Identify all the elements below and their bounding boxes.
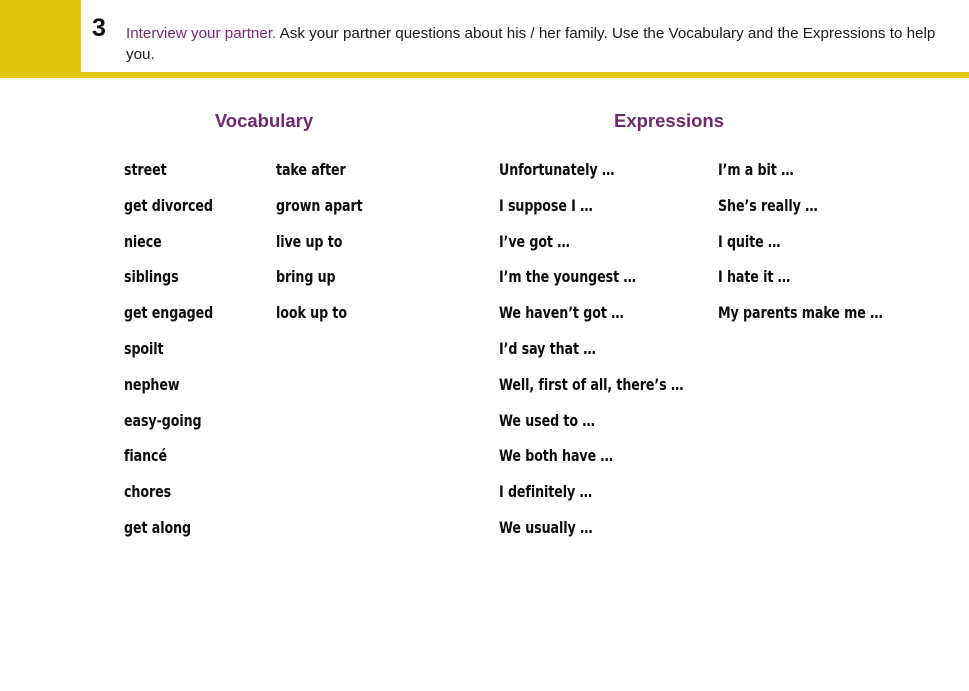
list-item: I’m a bit … [718, 160, 794, 179]
list-item: I’d say that … [499, 338, 596, 358]
list-item: get engaged [124, 303, 214, 323]
yellow-horizontal-rule [0, 72, 969, 78]
list-item: We haven’t got … [499, 303, 624, 323]
list-item: look up to [276, 303, 347, 323]
list-item: grown apart [276, 195, 363, 215]
list-item: I’ve got … [499, 231, 570, 251]
list-item: live up to [276, 231, 343, 251]
list-item: siblings [124, 267, 179, 287]
list-item: My parents make me … [718, 303, 883, 323]
list-item: spoilt [124, 338, 164, 358]
list-item: I quite … [718, 231, 781, 251]
list-item: She’s really … [718, 195, 818, 215]
list-item: fiancé [124, 446, 167, 466]
instruction-lead-text: Interview your partner. [126, 25, 277, 42]
list-item: nephew [124, 374, 180, 394]
list-item: get along [124, 517, 192, 537]
expressions-column-2: I’m a bit … She’s really … I quite … I hate… [718, 152, 905, 331]
list-item: niece [124, 231, 162, 251]
vocabulary-column-2: take after grown apart live up to bring up l… [276, 152, 374, 331]
list-item: I’m the youngest … [499, 267, 636, 287]
expressions-column-1: Unfortunately … I suppose I … I’ve got … I’… [499, 152, 709, 546]
list-item: take after [276, 160, 346, 179]
list-item: We usually … [499, 517, 593, 537]
list-item: I definitely … [499, 482, 593, 502]
expressions-heading: Expressions [613, 110, 725, 131]
exercise-instruction: Interview your partner. Ask your partner… [126, 24, 941, 65]
list-item: We both have … [499, 446, 614, 466]
yellow-accent-tab [0, 0, 81, 72]
list-item: get divorced [124, 195, 213, 215]
exercise-number: 3 [92, 14, 106, 42]
list-item: I hate it … [718, 267, 791, 287]
list-item: bring up [276, 267, 336, 287]
list-item: I suppose I … [499, 195, 593, 215]
vocabulary-column-1: street get divorced niece siblings get engag… [124, 152, 225, 546]
list-item: Well, first of all, there’s … [499, 374, 684, 394]
vocabulary-heading: Vocabulary [214, 110, 314, 131]
list-item: Unfortunately … [499, 160, 615, 179]
list-item: chores [124, 482, 172, 502]
list-item: easy-going [124, 410, 202, 430]
list-item: street [124, 160, 167, 179]
list-item: We used to … [499, 410, 595, 430]
exercise-header-band: 3 Interview your partner. Ask your partn… [0, 0, 969, 78]
instruction-body-text: Ask your partner questions about his / h… [126, 25, 936, 63]
